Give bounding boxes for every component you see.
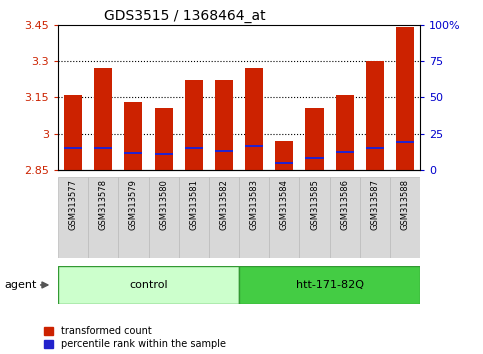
Text: GSM313577: GSM313577 — [69, 179, 78, 230]
Text: GSM313587: GSM313587 — [370, 179, 380, 230]
Bar — [366, 147, 384, 149]
Bar — [185, 80, 203, 170]
Text: GDS3515 / 1368464_at: GDS3515 / 1368464_at — [104, 9, 266, 23]
Bar — [396, 27, 414, 170]
Bar — [64, 147, 82, 149]
Bar — [275, 162, 294, 164]
Bar — [185, 147, 203, 149]
Bar — [336, 95, 354, 170]
Text: GSM313585: GSM313585 — [310, 179, 319, 230]
Bar — [336, 151, 354, 153]
Bar — [270, 177, 299, 258]
Bar — [245, 145, 263, 147]
Text: GSM313579: GSM313579 — [129, 179, 138, 230]
Bar — [155, 108, 173, 170]
Bar — [360, 177, 390, 258]
Bar — [209, 177, 239, 258]
Bar — [239, 266, 420, 304]
Legend: transformed count, percentile rank within the sample: transformed count, percentile rank withi… — [43, 326, 226, 349]
Text: GSM313582: GSM313582 — [219, 179, 228, 230]
Bar — [149, 177, 179, 258]
Bar — [58, 177, 88, 258]
Bar — [215, 80, 233, 170]
Text: agent: agent — [5, 280, 37, 290]
Bar — [299, 177, 330, 258]
Bar — [179, 177, 209, 258]
Bar — [390, 177, 420, 258]
Bar — [275, 141, 294, 170]
Text: htt-171-82Q: htt-171-82Q — [296, 280, 364, 290]
Bar — [94, 68, 113, 170]
Text: GSM313584: GSM313584 — [280, 179, 289, 230]
Text: GSM313578: GSM313578 — [99, 179, 108, 230]
Bar — [125, 152, 142, 154]
Bar — [118, 177, 149, 258]
Bar — [239, 177, 270, 258]
Bar — [245, 68, 263, 170]
Bar — [58, 266, 239, 304]
Bar — [94, 147, 113, 149]
Text: control: control — [129, 280, 168, 290]
Text: GSM313588: GSM313588 — [400, 179, 410, 230]
Text: GSM313583: GSM313583 — [250, 179, 259, 230]
Bar — [366, 61, 384, 170]
Bar — [306, 157, 324, 159]
Text: GSM313586: GSM313586 — [340, 179, 349, 230]
Text: GSM313580: GSM313580 — [159, 179, 168, 230]
Bar — [306, 108, 324, 170]
Bar — [396, 141, 414, 143]
Bar — [125, 102, 142, 170]
Bar — [215, 150, 233, 152]
Bar — [155, 153, 173, 155]
Bar — [88, 177, 118, 258]
Text: GSM313581: GSM313581 — [189, 179, 199, 230]
Bar — [64, 95, 82, 170]
Bar — [330, 177, 360, 258]
